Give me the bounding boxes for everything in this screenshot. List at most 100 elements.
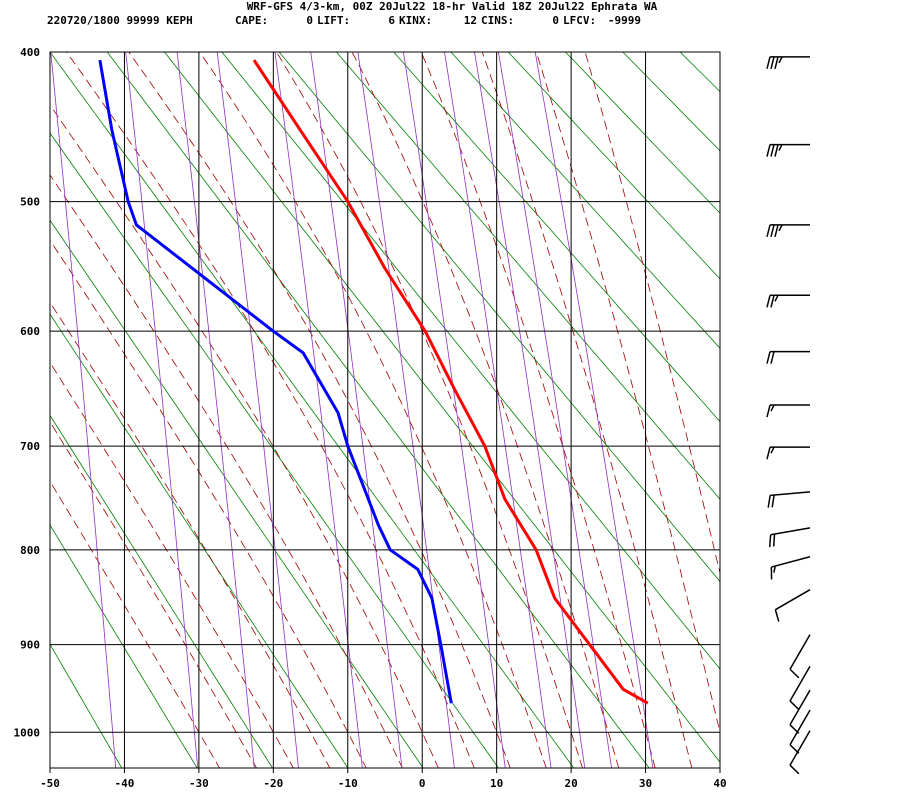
dry-adiabat — [477, 19, 900, 782]
y-tick-label: 900 — [20, 639, 40, 652]
barb-flag — [775, 295, 778, 301]
index-label: CAPE: — [235, 14, 268, 27]
barb-staff — [790, 635, 810, 670]
wind-barb — [768, 492, 810, 508]
barb-flag — [768, 495, 770, 507]
barb-flag — [775, 145, 778, 157]
index-label: CINS: — [481, 14, 514, 27]
index-label: LIFT: — [317, 14, 350, 27]
dry-adiabat — [760, 19, 900, 782]
moist-adiabat — [0, 19, 444, 782]
dry-adiabat — [647, 19, 900, 782]
wind-barb — [770, 528, 810, 547]
background-lines — [0, 19, 900, 782]
barb-staff — [771, 557, 810, 567]
dry-adiabat — [0, 19, 130, 782]
dry-adiabat — [421, 19, 900, 782]
barb-flag — [775, 57, 778, 69]
mixing-ratio-line — [353, 19, 456, 782]
mixing-ratio-line — [213, 19, 300, 782]
x-tick-label: 40 — [713, 777, 726, 790]
barb-flag — [771, 145, 774, 157]
dry-adiabat — [0, 19, 54, 782]
dry-adiabat — [82, 19, 659, 782]
index-value: -9999 — [608, 14, 641, 27]
index-value: 6 — [388, 14, 395, 27]
barb-staff — [771, 528, 810, 535]
y-tick-label: 700 — [20, 440, 40, 453]
barb-flag — [771, 405, 774, 411]
barb-flag — [790, 765, 799, 774]
barb-flag — [790, 701, 799, 710]
moist-adiabat — [0, 19, 264, 782]
dry-adiabat — [816, 19, 900, 782]
index-value: 0 — [306, 14, 313, 27]
wind-barb — [775, 590, 810, 622]
dry-adiabat — [0, 19, 206, 782]
moist-adiabat — [43, 19, 480, 782]
barb-flag — [767, 145, 770, 157]
plot-frame — [50, 52, 720, 768]
barb-flag — [771, 352, 774, 364]
barb-flag — [775, 225, 778, 237]
barb-staff — [770, 492, 810, 495]
barb-flag — [770, 535, 771, 547]
index-label: KINX: — [399, 14, 432, 27]
moist-adiabat — [335, 19, 623, 782]
barb-flag — [767, 405, 770, 417]
y-tick-label: 600 — [20, 325, 40, 338]
y-tick-label: 500 — [20, 196, 40, 209]
barb-flag — [790, 669, 799, 678]
dry-adiabat — [26, 19, 584, 782]
mixing-ratio-line — [493, 19, 614, 782]
moist-adiabat — [470, 19, 695, 782]
dry-adiabat — [308, 19, 900, 782]
wind-barb — [767, 225, 810, 237]
barb-flag — [779, 57, 782, 63]
wind-barb — [767, 405, 810, 417]
x-tick-label: 30 — [639, 777, 652, 790]
x-tick-label: -40 — [115, 777, 135, 790]
barb-flag — [767, 225, 770, 237]
barb-flag — [771, 295, 774, 307]
chart-title: WRF-GFS 4/3-km, 00Z 20Jul22 18-hr Valid … — [247, 0, 658, 13]
barb-flag — [774, 534, 775, 546]
barb-flag — [772, 495, 774, 507]
mixing-ratio-line — [439, 19, 553, 782]
wind-barb — [767, 57, 810, 69]
dry-adiabat — [703, 19, 900, 782]
barb-flag — [775, 610, 778, 622]
y-tick-label: 800 — [20, 544, 40, 557]
x-tick-label: 0 — [419, 777, 426, 790]
dry-adiabat — [873, 19, 900, 782]
barb-flag — [779, 145, 782, 151]
barb-flag — [767, 447, 770, 459]
wind-barb — [767, 352, 810, 364]
profile-line — [100, 60, 451, 703]
wind-barb — [767, 145, 810, 157]
barb-flag — [771, 57, 774, 69]
wind-barb — [771, 557, 810, 580]
barb-staff — [775, 590, 810, 610]
moist-adiabat — [576, 19, 769, 782]
barb-flag — [771, 447, 774, 453]
station-line: 220720/1800 99999 KEPH — [47, 14, 193, 27]
moist-adiabat — [0, 19, 301, 782]
moist-adiabat — [105, 19, 515, 782]
mixing-ratio-line — [271, 19, 364, 782]
x-tick-label: -20 — [263, 777, 283, 790]
wind-barb — [790, 731, 810, 774]
wind-barb — [767, 295, 810, 307]
moist-adiabat — [177, 19, 551, 782]
wind-barb — [767, 447, 810, 459]
barb-flag — [771, 225, 774, 237]
y-tick-label: 1000 — [14, 726, 41, 739]
barb-flag — [767, 295, 770, 307]
index-value: 0 — [552, 14, 559, 27]
index-value: 12 — [464, 14, 477, 27]
x-tick-label: 10 — [490, 777, 503, 790]
mixing-ratio-line — [398, 19, 507, 782]
x-tick-label: -30 — [189, 777, 209, 790]
